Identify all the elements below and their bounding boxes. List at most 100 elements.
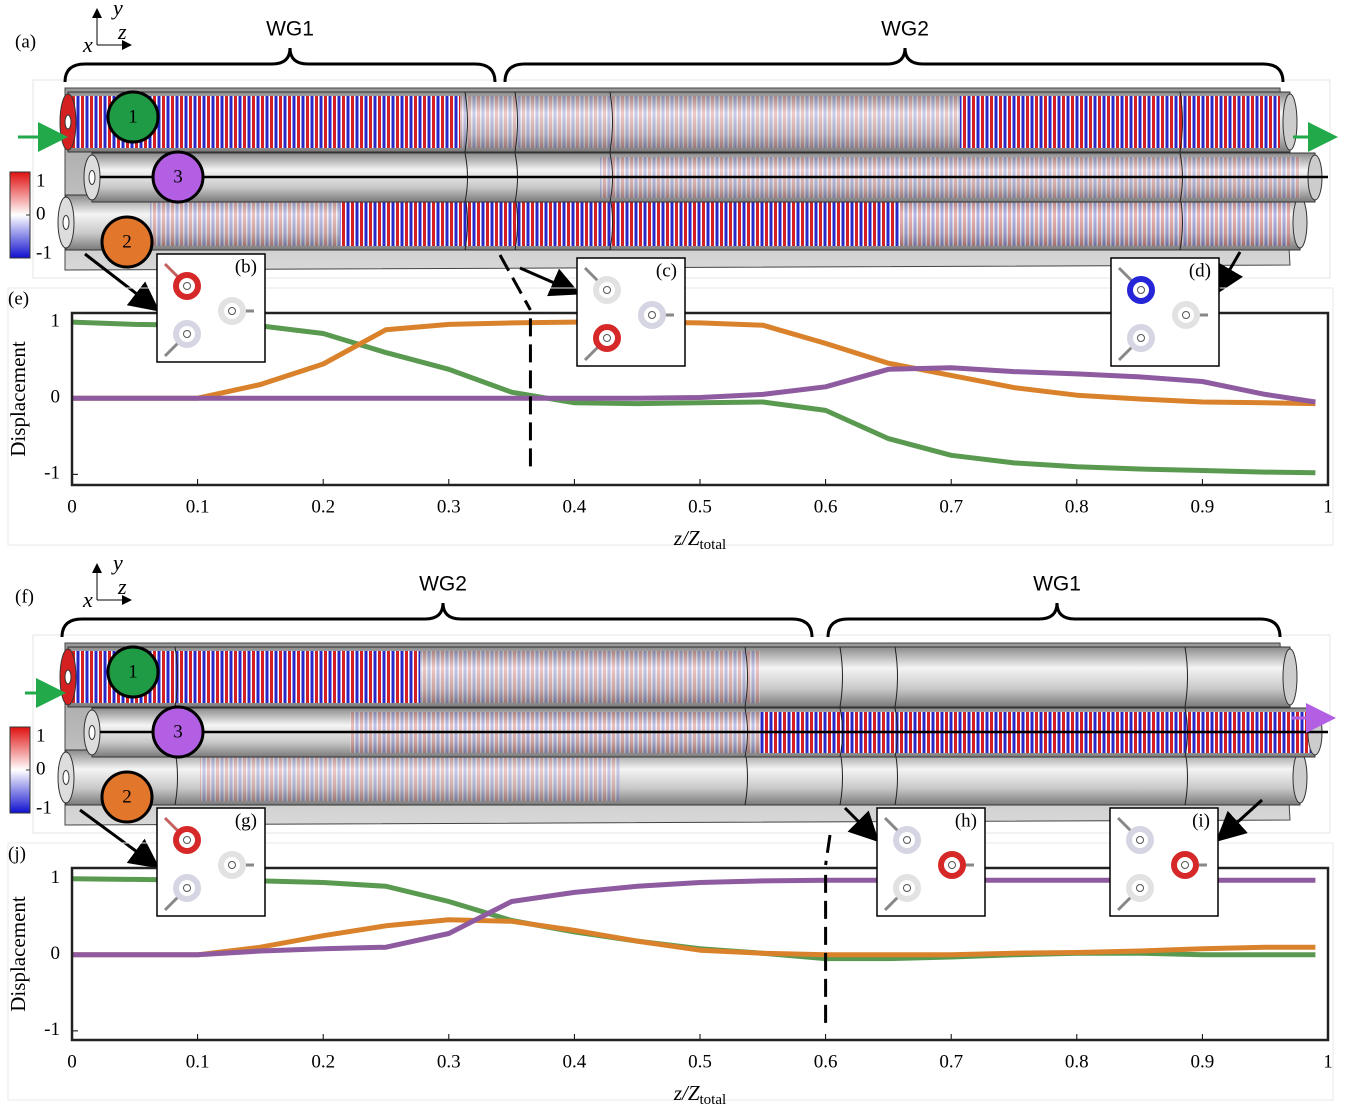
inset: (d) [1110, 257, 1220, 367]
ring-bore [903, 884, 911, 892]
x-tick-label: 0.2 [311, 1051, 335, 1072]
ring-bore [1136, 884, 1144, 892]
x-tick-label: 0.8 [1065, 496, 1089, 517]
x-tick-label: 0.1 [186, 1051, 210, 1072]
x-tick-label: 0.4 [563, 1051, 587, 1072]
axis-glyph: z [117, 19, 127, 44]
ring-bore [603, 334, 611, 342]
ring-bore [1181, 861, 1189, 869]
x-tick-label: 0.8 [1065, 1051, 1089, 1072]
y-tick-label: 1 [51, 867, 61, 888]
x-tick-label: 0.9 [1191, 1051, 1215, 1072]
y-tick-label: -1 [44, 463, 60, 484]
ring-bore [183, 282, 191, 290]
ring-bore [183, 836, 191, 844]
inset-label: (g) [235, 810, 257, 831]
plot-frame [70, 866, 1330, 1042]
segment-label: WG1 [266, 18, 314, 41]
panel-label: (a) [15, 31, 36, 52]
waveguide-number: 1 [128, 106, 138, 127]
waveguide-number: 3 [173, 166, 183, 187]
pointer [1215, 798, 1264, 843]
seam [839, 646, 843, 708]
waveguide-bore [62, 215, 70, 230]
axis-glyph: z [117, 574, 127, 599]
waveguide-badge [100, 770, 154, 824]
seam [464, 91, 468, 153]
y-tick-label: 0 [51, 387, 61, 408]
waveguide-badge [151, 150, 205, 204]
section-marker-link [498, 254, 532, 311]
colorbar-label: 1 [36, 170, 46, 191]
x-tick-label: 0.3 [437, 496, 461, 517]
waveguide-number: 2 [122, 786, 132, 807]
colorbar-label: 1 [36, 725, 46, 746]
x-tick-label: 1 [1323, 496, 1333, 517]
segment-label: WG2 [419, 573, 467, 596]
panel-label: (j) [8, 843, 26, 864]
colorbar-label: 0 [36, 203, 46, 224]
x-tick-label: 0.6 [814, 1051, 838, 1072]
panel-label: (f) [15, 586, 34, 607]
x-tick-label: 1 [1323, 1051, 1333, 1072]
ring-bore [228, 307, 236, 315]
seam [744, 646, 748, 708]
x-tick-label: 0.2 [311, 496, 335, 517]
schematic: 1 3 2 WG2 WG1 (f) yxz 1 0 -1 [9, 550, 1336, 869]
mode-field [150, 199, 340, 246]
x-tick-label: 0.9 [1191, 496, 1215, 517]
pointer [1214, 251, 1244, 296]
panel-frame [7, 842, 1334, 1101]
mode-field [900, 199, 1290, 246]
ring-bore [183, 884, 191, 892]
waveguide-bore [64, 114, 72, 130]
x-axis-label-main: z/Z [673, 526, 700, 550]
waveguide-number: 1 [128, 661, 138, 682]
inset-layer: (g) [156, 807, 266, 917]
brace [63, 47, 497, 83]
colorbar-label: 0 [36, 758, 46, 779]
x-tick-label: 0 [67, 1051, 77, 1072]
ring-bore [228, 861, 236, 869]
colorbar-label: -1 [36, 797, 52, 818]
x-tick-label: 0.6 [814, 496, 838, 517]
ring-bore [903, 836, 911, 844]
ring-bore [1136, 836, 1144, 844]
panel-frame [32, 634, 1331, 834]
seam [174, 646, 178, 708]
plot-frame [70, 311, 1330, 487]
x-tick-label: 0 [67, 496, 77, 517]
x-tick-label: 0.7 [939, 1051, 963, 1072]
x-tick-label: 0.1 [186, 496, 210, 517]
section-marker-link [824, 834, 832, 866]
y-tick-label: 1 [51, 310, 61, 331]
pointer [79, 808, 160, 869]
x-axis-label-sub: total [700, 1092, 727, 1108]
inset: (b) [156, 253, 266, 363]
waveguide-bore [64, 669, 72, 685]
seam [609, 91, 613, 153]
y-tick-label: 0 [51, 943, 61, 964]
ring-bore [648, 311, 656, 319]
inset-label: (b) [235, 256, 257, 277]
mode-field [960, 96, 1280, 148]
inset-layer: (c) [576, 257, 686, 367]
inset: (h) [876, 807, 986, 917]
series-line [72, 917, 1316, 958]
waveguide-bore [88, 170, 96, 185]
y-axis-label: Displacement [6, 896, 30, 1012]
waveguide-badge [106, 90, 160, 144]
ring-bore [603, 286, 611, 294]
seam [1179, 91, 1183, 153]
inset-layer: (h) [876, 807, 986, 917]
schematic: 1 3 2 WG1 WG2 (a) yxz 1 0 -1 [9, 0, 1338, 312]
brace [503, 47, 1285, 83]
colorbar-label: -1 [36, 242, 52, 263]
brace [60, 602, 814, 638]
inset: (g) [156, 807, 266, 917]
waveguide-number: 3 [173, 721, 183, 742]
x-tick-label: 0.5 [688, 496, 712, 517]
waveguide-bore [62, 770, 70, 785]
ring-bore [1137, 334, 1145, 342]
